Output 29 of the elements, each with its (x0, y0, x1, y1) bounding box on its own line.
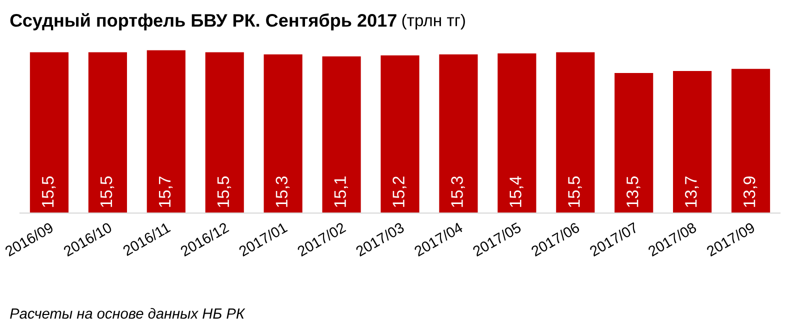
data-label: 13,9 (743, 176, 758, 207)
data-label: 15,5 (42, 176, 56, 207)
bar (264, 54, 302, 214)
data-label: 15,1 (334, 176, 348, 207)
data-label: 15,5 (100, 176, 114, 207)
bar (556, 52, 595, 214)
bar (498, 53, 536, 214)
bar (30, 52, 69, 214)
bar (380, 55, 420, 214)
data-label: 15,5 (568, 176, 582, 207)
data-label: 15,3 (451, 176, 465, 207)
data-label: 13,5 (626, 176, 640, 207)
data-label: 13,7 (684, 176, 699, 207)
bar (205, 52, 244, 214)
chart-subtitle: (трлн тг) (402, 14, 465, 30)
bar (146, 50, 186, 214)
data-label: 15,4 (510, 176, 524, 207)
bar (322, 56, 361, 214)
bar (614, 73, 654, 214)
bar (88, 52, 127, 214)
chart-title: Ссудный портфель БВУ РК. Сентябрь 2017 (10, 13, 396, 30)
data-label: 15,2 (392, 176, 406, 207)
data-label: 15,7 (159, 176, 173, 207)
data-label: 15,5 (217, 176, 232, 207)
bar (439, 54, 478, 214)
data-label: 15,3 (276, 176, 290, 207)
bar (673, 70, 712, 214)
text: Расчеты на основе данных НБ РК (10, 308, 246, 319)
bar (731, 68, 770, 214)
